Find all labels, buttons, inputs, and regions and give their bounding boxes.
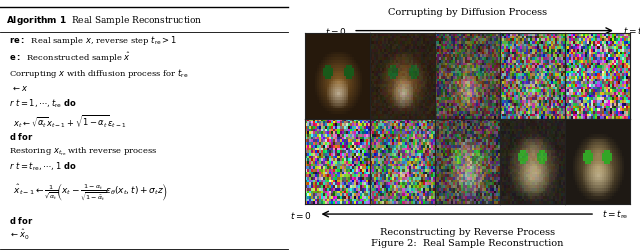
Text: Corrupting by Diffusion Process: Corrupting by Diffusion Process bbox=[388, 8, 547, 17]
Text: $\mathbf{d\ for}$: $\mathbf{d\ for}$ bbox=[9, 131, 33, 142]
Text: Figure 2:  Real Sample Reconstruction: Figure 2: Real Sample Reconstruction bbox=[371, 238, 563, 247]
Text: $t = 0$: $t = 0$ bbox=[290, 209, 312, 220]
Text: $\mathbf{d\ for}$: $\mathbf{d\ for}$ bbox=[9, 214, 33, 225]
Text: Reconstructing by Reverse Process: Reconstructing by Reverse Process bbox=[380, 227, 555, 236]
Text: $\bf{re:}$  Real sample $x$, reverse step $t_{\rm re} > 1$: $\bf{re:}$ Real sample $x$, reverse step… bbox=[9, 34, 177, 47]
Text: $\bf{e:}$  Reconstructed sample $\hat{x}$: $\bf{e:}$ Reconstructed sample $\hat{x}$ bbox=[9, 51, 131, 65]
Text: $r\ t = t_{\rm re},\cdots, 1\ \mathbf{do}$: $r\ t = t_{\rm re},\cdots, 1\ \mathbf{do… bbox=[9, 160, 76, 173]
Text: Restoring $x_{t_{\rm re}}$ with reverse process: Restoring $x_{t_{\rm re}}$ with reverse … bbox=[9, 145, 157, 158]
Text: $t = 0$: $t = 0$ bbox=[324, 26, 346, 37]
Text: $\;\;x_t \leftarrow \sqrt{\alpha_t}x_{t-1} + \sqrt{1-\alpha_t}\epsilon_{t-1}$: $\;\;x_t \leftarrow \sqrt{\alpha_t}x_{t-… bbox=[9, 113, 126, 129]
Text: Corrupting $x$ with diffusion process for $t_{\rm re}$: Corrupting $x$ with diffusion process fo… bbox=[9, 67, 188, 80]
Text: $r\ t = 1,\cdots, t_{\rm re}\ \mathbf{do}$: $r\ t = 1,\cdots, t_{\rm re}\ \mathbf{do… bbox=[9, 97, 76, 110]
Text: $t = t_{\rm re}$: $t = t_{\rm re}$ bbox=[602, 208, 628, 220]
Text: $\;\;\hat{x}_{t-1} \leftarrow \frac{1}{\sqrt{\alpha_t}}\!\left(x_t - \frac{1-\al: $\;\;\hat{x}_{t-1} \leftarrow \frac{1}{\… bbox=[9, 181, 168, 202]
Text: $t = t_{\rm re}$: $t = t_{\rm re}$ bbox=[623, 25, 640, 38]
Text: $\leftarrow \hat{x}_0$: $\leftarrow \hat{x}_0$ bbox=[9, 227, 29, 241]
Text: $\;\leftarrow x$: $\;\leftarrow x$ bbox=[9, 84, 28, 93]
Text: $\bf{Algorithm\ 1}$  Real Sample Reconstruction: $\bf{Algorithm\ 1}$ Real Sample Reconstr… bbox=[6, 14, 202, 27]
